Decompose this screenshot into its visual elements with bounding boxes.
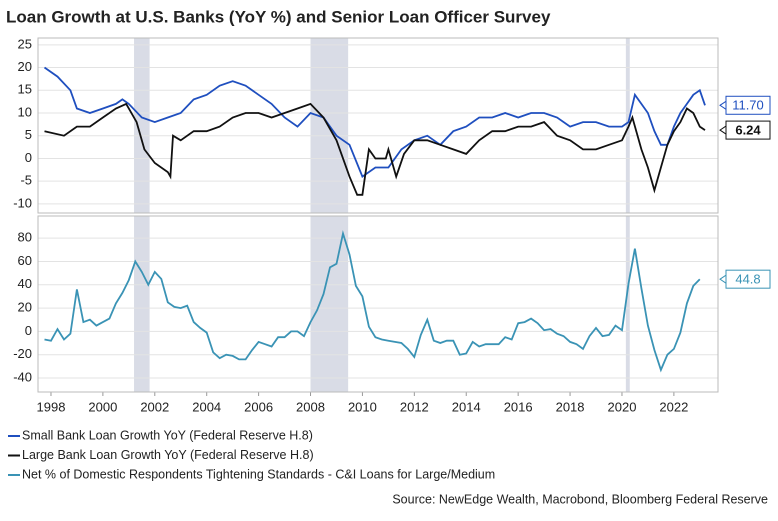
- legend-label: Small Bank Loan Growth YoY (Federal Rese…: [22, 428, 313, 442]
- x-tick-label: 2012: [400, 399, 429, 414]
- legend-label: Large Bank Loan Growth YoY (Federal Rese…: [22, 448, 314, 462]
- recession-shade: [310, 216, 349, 392]
- y-tick-label: 60: [18, 253, 32, 268]
- series-line: [44, 102, 706, 196]
- x-tick-label: 2016: [504, 399, 533, 414]
- x-tick-label: 2002: [140, 399, 169, 414]
- y-tick-label: -5: [20, 173, 32, 188]
- x-tick-label: 2008: [296, 399, 325, 414]
- plot-frame: [37, 215, 719, 393]
- x-tick-label: 2000: [88, 399, 117, 414]
- end-label-pointer: [719, 274, 727, 284]
- y-tick-label: -40: [13, 369, 32, 384]
- source: Source: NewEdge Wealth, Macrobond, Bloom…: [392, 492, 768, 506]
- y-tick-label: 0: [25, 150, 32, 165]
- x-tick-label: 2018: [556, 399, 585, 414]
- series-line: [44, 229, 701, 373]
- end-label-pointer: [719, 125, 727, 135]
- legend-label: Net % of Domestic Respondents Tightening…: [22, 467, 495, 481]
- y-tick-label: 0: [25, 323, 32, 338]
- y-tick-label: 40: [18, 276, 32, 291]
- recession-shade: [134, 216, 150, 392]
- x-tick-label: 2006: [244, 399, 273, 414]
- y-tick-label: 25: [18, 36, 32, 51]
- y-tick-label: 10: [18, 104, 32, 119]
- x-tick-label: 2010: [348, 399, 377, 414]
- end-label-pointer: [719, 100, 727, 110]
- series-line: [43, 66, 706, 178]
- recession-shade: [134, 38, 150, 213]
- y-tick-label: 15: [18, 82, 32, 97]
- y-tick-label: 20: [18, 300, 32, 315]
- x-tick-label: 2004: [192, 399, 221, 414]
- x-tick-label: 1998: [37, 399, 66, 414]
- chart-title: Loan Growth at U.S. Banks (YoY %) and Se…: [6, 7, 551, 26]
- y-tick-label: 5: [25, 127, 32, 142]
- y-tick-label: -10: [13, 195, 32, 210]
- plot-frame: [37, 37, 719, 214]
- end-label-box: [725, 95, 771, 115]
- y-tick-label: -20: [13, 346, 32, 361]
- y-tick-label: 20: [18, 59, 32, 74]
- end-label: 11.70: [732, 98, 764, 113]
- end-label: 6.24: [735, 123, 761, 138]
- x-tick-label: 2014: [452, 399, 481, 414]
- x-tick-label: 2022: [659, 399, 688, 414]
- end-label: 44.8: [735, 272, 760, 287]
- recession-shade: [625, 38, 630, 213]
- end-label-box: [725, 269, 771, 289]
- x-tick-label: 2020: [608, 399, 637, 414]
- end-label-box: [725, 120, 771, 140]
- y-tick-label: 80: [18, 230, 32, 245]
- recession-shade: [625, 216, 630, 392]
